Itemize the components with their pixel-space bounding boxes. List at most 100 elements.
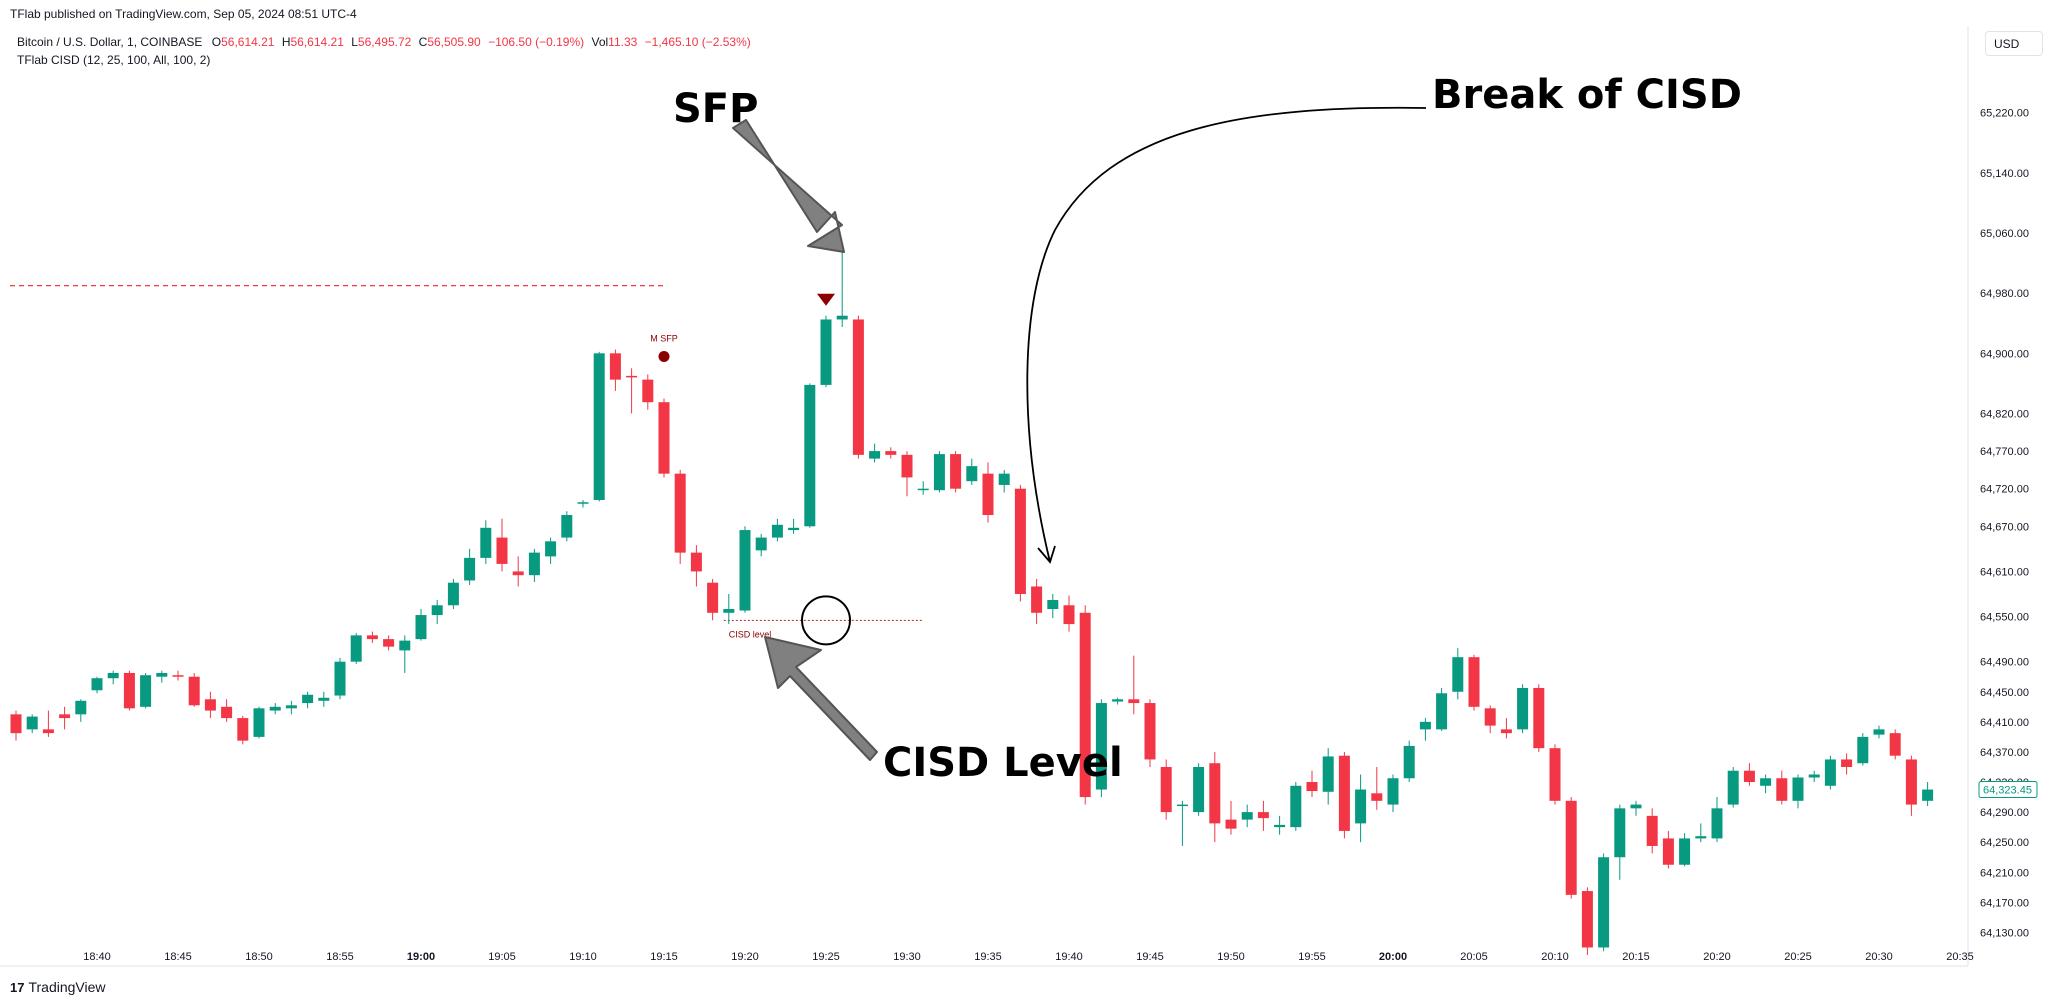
- candles-group: [10, 248, 1934, 955]
- x-tick-label: 20:35: [1946, 951, 1974, 963]
- last-price-value: 64,323.45: [1983, 785, 2032, 797]
- candle-body: [1646, 815, 1658, 846]
- cisd-level-annotation: CISD Level: [883, 740, 1123, 786]
- candle-body: [107, 672, 119, 679]
- x-tick-label: 19:40: [1055, 951, 1083, 963]
- candle-body: [1014, 488, 1026, 594]
- candle-body: [447, 582, 459, 606]
- tradingview-logo-icon: 17: [10, 979, 25, 995]
- x-tick-label: 20:00: [1379, 951, 1407, 963]
- candle-body: [723, 609, 735, 613]
- candle-body: [1144, 703, 1156, 760]
- candle-body: [1176, 804, 1188, 807]
- candle-body: [1225, 819, 1237, 829]
- footer-brand[interactable]: TradingView: [28, 979, 106, 995]
- x-tick-label: 19:05: [488, 951, 516, 963]
- x-tick-label: 19:15: [650, 951, 678, 963]
- candle-body: [1565, 800, 1577, 895]
- y-tick-label: 64,550.00: [1980, 612, 2029, 624]
- candle-body: [901, 454, 913, 478]
- break-arrow-head: [1037, 545, 1056, 564]
- candle-body: [415, 615, 427, 640]
- candle-body: [1776, 778, 1788, 801]
- candle-body: [302, 694, 314, 704]
- candle-body: [1355, 789, 1367, 824]
- candle-body: [1500, 729, 1512, 734]
- candle-body: [1711, 808, 1723, 839]
- candle-body: [156, 672, 168, 677]
- candle-body: [1549, 748, 1561, 801]
- candle-body: [739, 530, 751, 611]
- x-tick-label: 20:05: [1460, 951, 1488, 963]
- y-tick-label: 64,170.00: [1980, 897, 2029, 909]
- candle-body: [1873, 729, 1885, 735]
- chart-legend: Bitcoin / U.S. Dollar, 1, COINBASE O56,6…: [17, 33, 751, 69]
- m-sfp-dot: [658, 350, 670, 362]
- candle-body: [869, 451, 881, 459]
- candle-body: [998, 473, 1010, 485]
- candle-body: [1905, 759, 1917, 805]
- candle-body: [1403, 745, 1415, 779]
- candle-body: [1063, 605, 1075, 625]
- y-tick-label: 64,820.00: [1980, 408, 2029, 420]
- candle-body: [1792, 777, 1804, 801]
- last-price-tag: [1978, 781, 2038, 799]
- high-value: 56,614.21: [290, 35, 344, 49]
- candle-body: [1679, 838, 1691, 865]
- y-axis-ticks: 65,220.00 65,140.00 65,060.00 64,980.00 64,9…: [1980, 108, 2029, 940]
- candle-body: [690, 552, 702, 572]
- y-tick-label: 64,670.00: [1980, 521, 2029, 533]
- candle-body: [285, 705, 297, 709]
- candle-body: [431, 605, 443, 616]
- y-tick-label: 64,410.00: [1980, 717, 2029, 729]
- break-down-triangle: [817, 293, 835, 306]
- candle-body: [950, 454, 962, 489]
- candle-body: [269, 706, 281, 711]
- y-tick-label: 65,220.00: [1980, 108, 2029, 120]
- candle-body: [1468, 657, 1480, 707]
- x-tick-label: 18:45: [164, 951, 192, 963]
- candle-body: [1760, 778, 1772, 786]
- symbol-label[interactable]: Bitcoin / U.S. Dollar, 1, COINBASE: [17, 35, 203, 49]
- y-tick-label: 64,900.00: [1980, 348, 2029, 360]
- candle-body: [1824, 759, 1836, 786]
- candle-body: [1727, 770, 1739, 805]
- candle-body: [1857, 736, 1869, 764]
- indicator-label[interactable]: TFlab CISD (12, 25, 100, All, 100, 2): [17, 53, 211, 67]
- x-tick-label: 20:25: [1784, 951, 1812, 963]
- candle-body: [1371, 793, 1383, 801]
- candle-body: [221, 706, 233, 719]
- candle-body: [1533, 688, 1545, 749]
- candle-body: [885, 451, 897, 455]
- candle-body: [188, 676, 200, 706]
- candle-body: [788, 527, 800, 531]
- ohlc-row: Bitcoin / U.S. Dollar, 1, COINBASE O56,6…: [17, 33, 751, 51]
- candle-body: [1841, 759, 1853, 767]
- cisd-level-arrow: [764, 636, 878, 761]
- break-of-cisd-annotation: Break of CISD: [1432, 72, 1742, 118]
- x-tick-label: 19:50: [1217, 951, 1245, 963]
- y-tick-label: 65,060.00: [1980, 228, 2029, 240]
- y-tick-label: 64,290.00: [1980, 807, 2029, 819]
- x-tick-label: 20:30: [1865, 951, 1893, 963]
- candle-body: [10, 714, 22, 734]
- currency-button[interactable]: USD: [1985, 31, 2043, 56]
- y-tick-label: 64,130.00: [1980, 927, 2029, 939]
- candle-body: [464, 557, 476, 581]
- volume-label: Vol: [591, 35, 609, 49]
- candle-body: [1695, 836, 1707, 839]
- candle-body: [836, 315, 848, 320]
- x-tick-label: 18:55: [326, 951, 354, 963]
- y-tick-label: 64,250.00: [1980, 837, 2029, 849]
- y-tick-label: 64,370.00: [1980, 747, 2029, 759]
- x-tick-label: 19:55: [1298, 951, 1326, 963]
- x-tick-label: 20:20: [1703, 951, 1731, 963]
- candle-body: [1484, 708, 1496, 726]
- candle-body: [1338, 755, 1350, 831]
- x-tick-label: 19:25: [812, 951, 840, 963]
- candle-body: [350, 635, 362, 662]
- candle-body: [561, 515, 573, 538]
- candle-body: [1630, 804, 1642, 809]
- candle-body: [1047, 600, 1059, 610]
